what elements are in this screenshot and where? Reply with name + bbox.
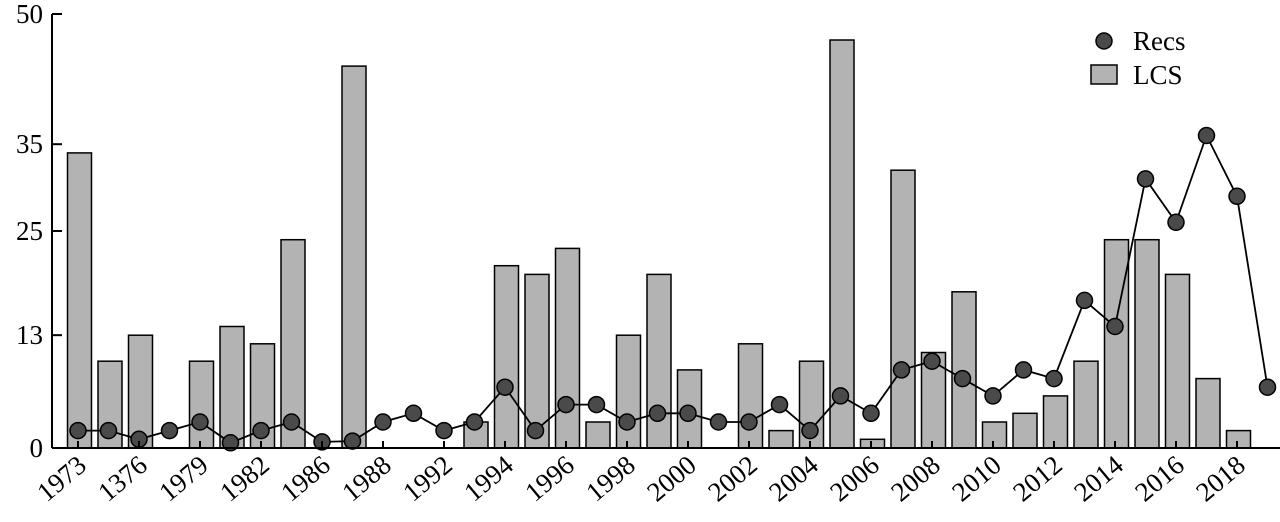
x-tick-label: 2000 [641, 450, 702, 508]
recs-point [587, 395, 606, 414]
recs-point [618, 413, 636, 431]
x-tick-label: 1996 [519, 450, 580, 508]
lcs-bar [951, 291, 977, 449]
x-tick-label: 2010 [946, 450, 1007, 508]
recs-point [801, 421, 819, 440]
recs-point [679, 404, 697, 423]
lcs-bar [1195, 377, 1221, 449]
lcs-bar [1103, 238, 1130, 449]
x-tick-label: 1992 [397, 450, 458, 508]
recs-point [1014, 361, 1033, 379]
recs-point [740, 413, 758, 431]
recs-point [892, 361, 911, 379]
x-tick-label: 2012 [1007, 450, 1068, 508]
recs-point [404, 404, 423, 423]
legend-recs-marker [1095, 32, 1113, 50]
lcs-bar [1042, 395, 1069, 449]
recs-point [435, 421, 453, 440]
lcs-bars [66, 39, 1252, 449]
lcs-bar [219, 325, 245, 449]
lcs-bar [66, 152, 93, 449]
recs-point [221, 434, 240, 452]
recs-point [770, 395, 789, 414]
recs-point [1045, 369, 1063, 388]
lcs-bar [829, 39, 855, 449]
y-tick-label: 35 [16, 129, 43, 159]
lcs-bar [585, 421, 611, 449]
x-ticks: 1973 1376 1979 1982 1986 1988 1992 1994 1996 1998… [31, 441, 1251, 507]
x-tick-label: 2018 [1190, 450, 1251, 508]
legend-lcs-swatch [1090, 64, 1118, 85]
recs-point [1075, 291, 1094, 310]
lcs-bar [1225, 429, 1252, 449]
recs-point [557, 395, 575, 414]
recs-point [496, 378, 514, 396]
recs-point [99, 421, 118, 440]
recs-point [1106, 317, 1124, 336]
lcs-bar [859, 438, 886, 449]
lcs-bar [768, 429, 794, 449]
x-tick-label: 2016 [1129, 450, 1190, 508]
x-tick-label: 1986 [275, 450, 336, 508]
recs-line [78, 133, 1269, 444]
x-tick-label: 1376 [92, 450, 153, 508]
y-ticks: 0 13 25 35 50 [16, 0, 62, 463]
recs-point [953, 369, 972, 388]
lcs-bar [890, 169, 916, 449]
lcs-bar [554, 247, 581, 449]
lcs-bar [1012, 412, 1038, 449]
x-tick-label: 1982 [214, 450, 275, 508]
x-tick-label: 1988 [336, 450, 397, 508]
lcs-bar [1073, 360, 1099, 449]
lcs-bar [188, 360, 215, 449]
recs-point [984, 387, 1002, 405]
recs-point [160, 421, 179, 440]
recs-point [343, 432, 362, 450]
recs-point [252, 421, 270, 440]
x-tick-label: 2008 [885, 450, 946, 508]
x-tick-label: 2006 [824, 450, 885, 508]
recs-point [465, 413, 484, 431]
recs-point [1197, 126, 1216, 145]
recs-point [709, 413, 728, 431]
recs-point [191, 413, 209, 431]
recs-point [862, 404, 880, 423]
lcs-bar [524, 273, 550, 449]
recs-point [1167, 213, 1185, 232]
recs-point [374, 413, 392, 431]
lcs-bar [737, 343, 764, 449]
recs-point [831, 387, 850, 405]
x-tick-label: 2004 [763, 449, 824, 507]
x-tick-label: 1979 [153, 450, 214, 508]
recs-point [69, 421, 87, 440]
recs-point [648, 404, 667, 423]
y-tick-label: 0 [30, 433, 44, 463]
lcs-bar [981, 421, 1008, 449]
lcs-bar [280, 238, 306, 449]
recs-point [1228, 187, 1246, 206]
recs-point [923, 352, 941, 370]
recs-point [526, 421, 545, 440]
legend-recs-label: Recs [1133, 26, 1185, 56]
x-tick-label: 1994 [458, 449, 519, 507]
y-tick-label: 50 [16, 0, 43, 29]
lcs-bar [646, 273, 672, 449]
y-tick-label: 25 [16, 216, 43, 246]
lcs-bar [1134, 238, 1160, 449]
recs-point [1136, 170, 1155, 188]
y-tick-label: 13 [16, 320, 43, 350]
recs-point [1258, 378, 1277, 396]
x-tick-label: 2014 [1068, 449, 1129, 507]
legend-lcs-label: LCS [1133, 60, 1183, 90]
x-tick-label: 2002 [702, 450, 763, 508]
x-tick-label: 1998 [580, 450, 641, 508]
lcs-bar [341, 65, 367, 449]
lcs-bar [1164, 273, 1191, 449]
legend: Recs LCS [1090, 26, 1185, 90]
lcs-bar [615, 334, 642, 449]
recs-line-series [69, 126, 1277, 452]
recs-point [282, 413, 301, 431]
lcs-bar [493, 264, 520, 449]
